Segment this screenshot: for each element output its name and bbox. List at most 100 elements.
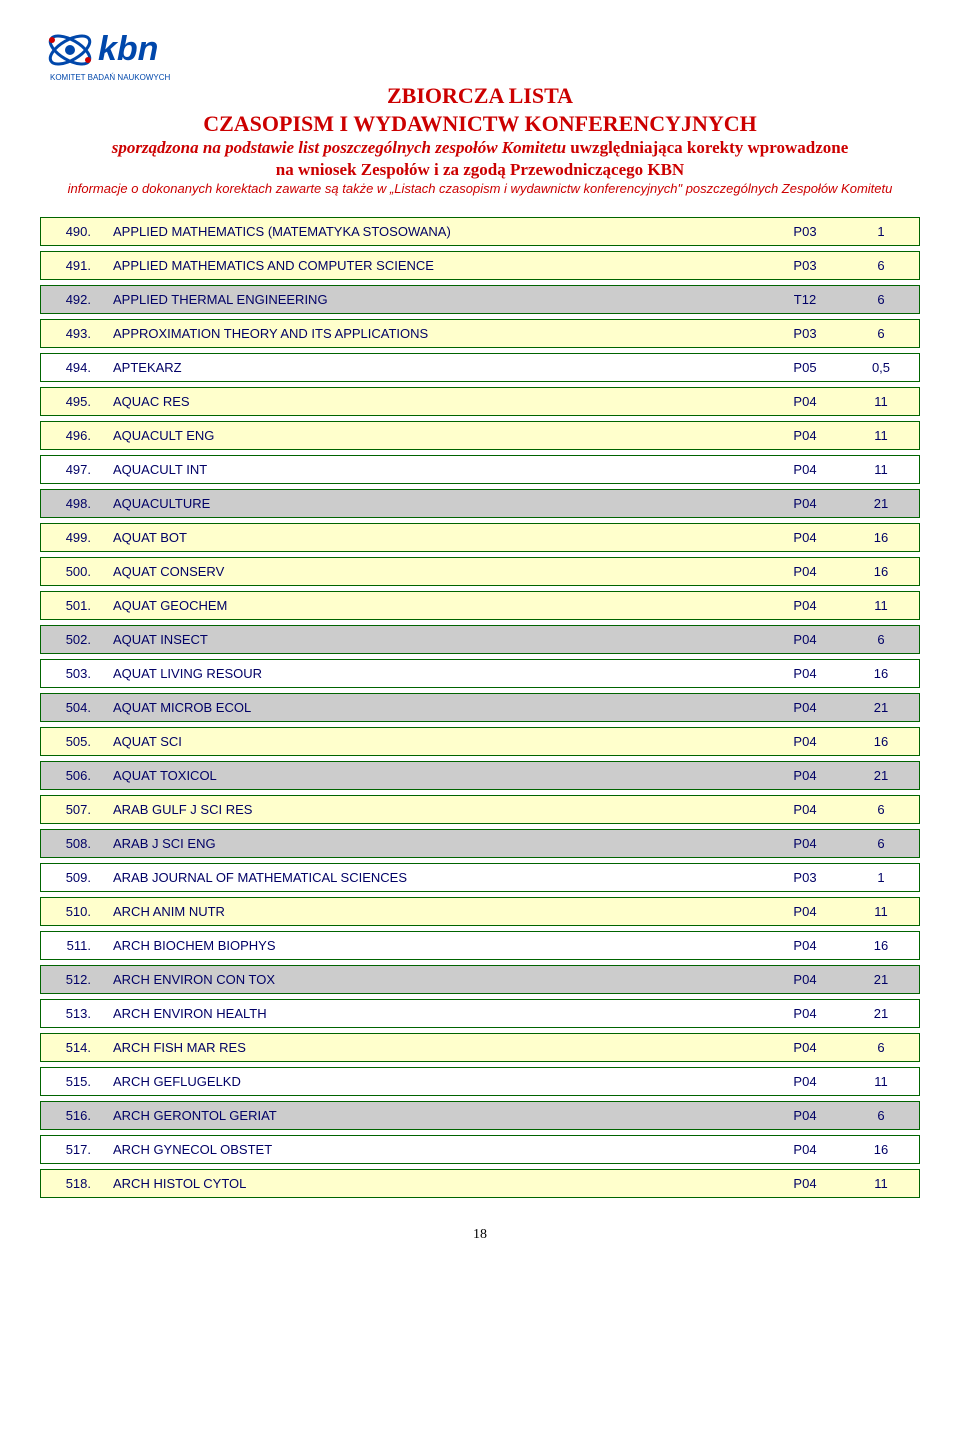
subtitle-line2: na wniosek Zespołów i za zgodą Przewodni…	[40, 159, 920, 181]
row-number: 506.	[40, 761, 105, 790]
row-number: 490.	[40, 217, 105, 246]
row-code: P04	[767, 897, 843, 926]
table-row: 490.APPLIED MATHEMATICS (MATEMATYKA STOS…	[40, 217, 920, 246]
table-row: 493.APPROXIMATION THEORY AND ITS APPLICA…	[40, 319, 920, 348]
table-row: 514.ARCH FISH MAR RESP046	[40, 1033, 920, 1062]
row-code: P03	[767, 251, 843, 280]
row-title: APPLIED THERMAL ENGINEERING	[105, 285, 767, 314]
row-code: P04	[767, 795, 843, 824]
row-value: 6	[843, 285, 920, 314]
row-code: P04	[767, 727, 843, 756]
row-title: ARCH ANIM NUTR	[105, 897, 767, 926]
row-title: ARCH ENVIRON CON TOX	[105, 965, 767, 994]
row-code: P03	[767, 863, 843, 892]
table-row: 509.ARAB JOURNAL OF MATHEMATICAL SCIENCE…	[40, 863, 920, 892]
row-title: ARCH HISTOL CYTOL	[105, 1169, 767, 1198]
row-code: P04	[767, 591, 843, 620]
svg-text:KOMITET BADAŃ NAUKOWYCH: KOMITET BADAŃ NAUKOWYCH	[50, 73, 171, 82]
row-code: P05	[767, 353, 843, 382]
journal-table: 490.APPLIED MATHEMATICS (MATEMATYKA STOS…	[40, 212, 920, 1203]
row-value: 6	[843, 795, 920, 824]
table-row: 515.ARCH GEFLUGELKDP0411	[40, 1067, 920, 1096]
row-number: 494.	[40, 353, 105, 382]
row-number: 498.	[40, 489, 105, 518]
row-number: 495.	[40, 387, 105, 416]
row-value: 1	[843, 863, 920, 892]
row-title: AQUAT GEOCHEM	[105, 591, 767, 620]
row-number: 491.	[40, 251, 105, 280]
table-row: 507.ARAB GULF J SCI RESP046	[40, 795, 920, 824]
row-code: P04	[767, 421, 843, 450]
title-block: ZBIORCZA LISTA CZASOPISM I WYDAWNICTW KO…	[40, 82, 920, 198]
title-line2: CZASOPISM I WYDAWNICTW KONFERENCYJNYCH	[40, 110, 920, 138]
table-row: 513.ARCH ENVIRON HEALTHP0421	[40, 999, 920, 1028]
table-row: 498.AQUACULTUREP0421	[40, 489, 920, 518]
row-number: 517.	[40, 1135, 105, 1164]
table-row: 503.AQUAT LIVING RESOURP0416	[40, 659, 920, 688]
row-code: P04	[767, 1101, 843, 1130]
row-title: ARCH BIOCHEM BIOPHYS	[105, 931, 767, 960]
row-code: P04	[767, 1135, 843, 1164]
row-title: AQUACULT ENG	[105, 421, 767, 450]
row-value: 16	[843, 931, 920, 960]
row-code: P04	[767, 965, 843, 994]
row-number: 504.	[40, 693, 105, 722]
row-value: 21	[843, 693, 920, 722]
row-code: P04	[767, 659, 843, 688]
row-code: P03	[767, 319, 843, 348]
table-row: 504.AQUAT MICROB ECOLP0421	[40, 693, 920, 722]
row-number: 505.	[40, 727, 105, 756]
row-value: 1	[843, 217, 920, 246]
table-row: 494.APTEKARZP050,5	[40, 353, 920, 382]
row-title: AQUACULT INT	[105, 455, 767, 484]
table-row: 496.AQUACULT ENGP0411	[40, 421, 920, 450]
info-line: informacje o dokonanych korektach zawart…	[40, 181, 920, 198]
row-value: 16	[843, 727, 920, 756]
row-title: ARAB GULF J SCI RES	[105, 795, 767, 824]
row-code: P04	[767, 387, 843, 416]
row-number: 497.	[40, 455, 105, 484]
row-title: AQUAC RES	[105, 387, 767, 416]
row-code: P03	[767, 217, 843, 246]
table-row: 492.APPLIED THERMAL ENGINEERINGT126	[40, 285, 920, 314]
row-code: P04	[767, 1033, 843, 1062]
table-row: 497.AQUACULT INTP0411	[40, 455, 920, 484]
row-title: AQUAT LIVING RESOUR	[105, 659, 767, 688]
page-number: 18	[40, 1227, 920, 1243]
row-title: AQUAT MICROB ECOL	[105, 693, 767, 722]
row-code: P04	[767, 1067, 843, 1096]
subtitle-line1: sporządzona na podstawie list poszczegól…	[40, 137, 920, 159]
row-code: P04	[767, 693, 843, 722]
table-row: 508.ARAB J SCI ENGP046	[40, 829, 920, 858]
row-title: ARCH GERONTOL GERIAT	[105, 1101, 767, 1130]
row-value: 16	[843, 557, 920, 586]
table-row: 505.AQUAT SCIP0416	[40, 727, 920, 756]
row-value: 21	[843, 999, 920, 1028]
row-value: 21	[843, 761, 920, 790]
row-number: 499.	[40, 523, 105, 552]
row-code: P04	[767, 489, 843, 518]
row-value: 16	[843, 659, 920, 688]
row-title: ARCH FISH MAR RES	[105, 1033, 767, 1062]
row-number: 518.	[40, 1169, 105, 1198]
row-code: P04	[767, 999, 843, 1028]
row-value: 11	[843, 455, 920, 484]
row-value: 11	[843, 1169, 920, 1198]
row-code: T12	[767, 285, 843, 314]
row-code: P04	[767, 829, 843, 858]
row-number: 515.	[40, 1067, 105, 1096]
row-code: P04	[767, 625, 843, 654]
row-title: ARCH GYNECOL OBSTET	[105, 1135, 767, 1164]
row-number: 503.	[40, 659, 105, 688]
row-title: AQUACULTURE	[105, 489, 767, 518]
row-value: 6	[843, 251, 920, 280]
kbn-logo: kbn KOMITET BADAŃ NAUKOWYCH	[40, 20, 220, 92]
row-number: 510.	[40, 897, 105, 926]
row-value: 6	[843, 319, 920, 348]
row-title: APPROXIMATION THEORY AND ITS APPLICATION…	[105, 319, 767, 348]
row-code: P04	[767, 523, 843, 552]
table-row: 512.ARCH ENVIRON CON TOXP0421	[40, 965, 920, 994]
table-row: 506.AQUAT TOXICOLP0421	[40, 761, 920, 790]
row-code: P04	[767, 1169, 843, 1198]
table-row: 495.AQUAC RESP0411	[40, 387, 920, 416]
